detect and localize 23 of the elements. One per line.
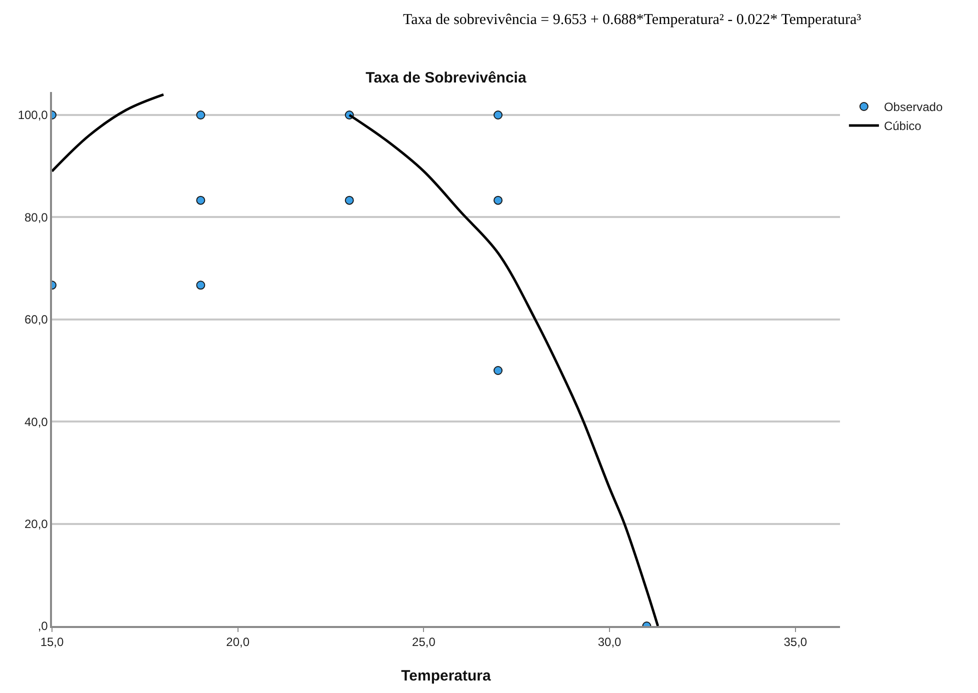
point (494, 366, 503, 375)
y-tick-label: ,0 (38, 619, 48, 634)
text: Taxa de sobrevivência = 9.653 + 0.688*Temperatura² - 0.022* Temperatura³ (403, 12, 862, 28)
legend-label: Observado (884, 100, 943, 114)
y-tick-label: 100,0 (18, 108, 48, 122)
legend-label: Cúbico (884, 119, 922, 134)
point (196, 280, 206, 290)
x-tick-label: 35,0 (784, 635, 808, 650)
x-tick-label: 15,0 (40, 635, 64, 650)
y-tick-label: 40,0 (24, 414, 48, 429)
chart-title: Taxa de Sobrevivência (366, 69, 527, 86)
y-tick-label: 80,0 (24, 210, 48, 224)
x-axis-title: Temperatura (401, 668, 492, 685)
point (196, 110, 206, 120)
point (196, 196, 206, 205)
point (494, 110, 503, 120)
x-tick-label: 25,0 (412, 635, 436, 650)
point (494, 196, 503, 205)
y-tick-label: 20,0 (24, 517, 48, 531)
point (344, 196, 354, 205)
x-tick-label: 20,0 (226, 635, 250, 650)
y-tick-label: 60,0 (24, 312, 48, 327)
x-tick-label: 30,0 (598, 635, 622, 650)
